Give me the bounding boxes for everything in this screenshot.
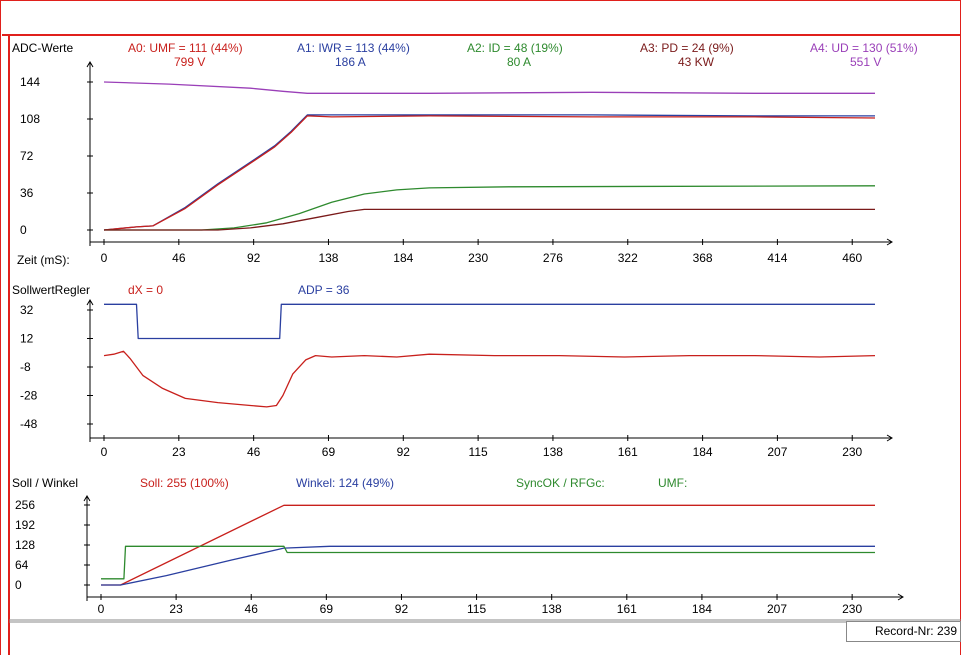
y-tick-label: 0 bbox=[20, 223, 27, 237]
legend-a3-value: 43 KW bbox=[678, 55, 715, 69]
legend-a0-value: 799 V bbox=[174, 55, 205, 69]
x-tick-label: 368 bbox=[693, 251, 713, 265]
panel-2: 0 23 46 69 92 115 138 161 184 207 230 32 12 -8 -28 -48 bbox=[20, 299, 893, 459]
y-tick-label: 128 bbox=[15, 538, 35, 552]
x-tick-label: 0 bbox=[101, 251, 108, 265]
legend-a2-label: A2: ID = 48 (19%) bbox=[467, 41, 563, 55]
x-tick-label: 230 bbox=[842, 445, 862, 459]
x-tick-label: 276 bbox=[543, 251, 563, 265]
panel2-title: SollwertRegler bbox=[12, 283, 90, 297]
x-tick-label: 230 bbox=[468, 251, 488, 265]
x-tick-label: 46 bbox=[245, 602, 259, 616]
legend-a0-label: A0: UMF = 111 (44%) bbox=[128, 41, 243, 55]
legend-a1-value: 186 A bbox=[335, 55, 366, 69]
y-tick-label: 36 bbox=[20, 186, 34, 200]
x-tick-label: 184 bbox=[393, 251, 413, 265]
y-tick-label: 0 bbox=[15, 578, 22, 592]
x-tick-label: 322 bbox=[618, 251, 638, 265]
x-tick-label: 115 bbox=[469, 445, 488, 459]
y-tick-label: 32 bbox=[20, 303, 34, 317]
series-line-2 bbox=[103, 350, 876, 408]
x-tick-label: 138 bbox=[543, 445, 563, 459]
legend-dx: dX = 0 bbox=[128, 283, 163, 297]
y-tick-label: -28 bbox=[20, 389, 38, 403]
y-tick-label: 144 bbox=[20, 75, 40, 89]
y-tick-label: -8 bbox=[20, 360, 31, 374]
legend-a2-value: 80 A bbox=[507, 55, 531, 69]
y-tick-label: 192 bbox=[15, 518, 35, 532]
x-axis-arrow bbox=[897, 593, 904, 601]
x-axis-arrow bbox=[886, 238, 893, 246]
y-tick-label: 64 bbox=[15, 558, 29, 572]
x-tick-label: 138 bbox=[318, 251, 338, 265]
x-tick-label: 161 bbox=[617, 602, 637, 616]
series-line-3 bbox=[103, 115, 876, 231]
y-tick-label: 12 bbox=[20, 332, 34, 346]
y-axis-arrow bbox=[83, 495, 91, 502]
legend-soll: Soll: 255 (100%) bbox=[140, 476, 229, 490]
panel3-title: Soll / Winkel bbox=[12, 476, 78, 490]
y-tick-label: 108 bbox=[20, 112, 40, 126]
x-tick-label: 92 bbox=[395, 602, 409, 616]
legend-umf: UMF: bbox=[658, 476, 687, 490]
y-tick-label: 256 bbox=[15, 498, 35, 512]
x-tick-label: 23 bbox=[172, 445, 186, 459]
x-tick-label: 207 bbox=[767, 445, 787, 459]
y-axis-arrow bbox=[86, 299, 94, 306]
x-tick-label: 92 bbox=[397, 445, 411, 459]
x-tick-label: 69 bbox=[320, 602, 334, 616]
x-tick-label: 23 bbox=[169, 602, 183, 616]
x-tick-label: 115 bbox=[467, 602, 486, 616]
series-line-2 bbox=[103, 114, 875, 231]
x-tick-label: 46 bbox=[172, 251, 186, 265]
x-tick-label: 0 bbox=[98, 602, 105, 616]
legend-adp: ADP = 36 bbox=[298, 283, 350, 297]
series-line-4 bbox=[104, 185, 876, 231]
legend-winkel: Winkel: 124 (49%) bbox=[296, 476, 394, 490]
x-tick-label: 184 bbox=[692, 602, 712, 616]
x-tick-label: 414 bbox=[767, 251, 787, 265]
plot-layer: 0 46 92 138 184 230 276 322 368 414 46014410872360… bbox=[15, 61, 904, 616]
series-line-1 bbox=[103, 81, 875, 94]
panel1-xlabel: Zeit (mS): bbox=[17, 253, 70, 267]
x-tick-label: 184 bbox=[693, 445, 713, 459]
record-number: Record-Nr: 239 bbox=[874, 624, 957, 638]
x-tick-label: 138 bbox=[542, 602, 562, 616]
x-tick-label: 0 bbox=[101, 445, 108, 459]
x-tick-label: 46 bbox=[247, 445, 261, 459]
panel-1: 0 46 92 138 184 230 276 322 368 414 460 144 108 72 36 0 bbox=[20, 61, 893, 265]
series-line-5 bbox=[104, 208, 875, 231]
y-tick-label: -48 bbox=[20, 417, 38, 431]
x-tick-label: 92 bbox=[247, 251, 261, 265]
series-line-1 bbox=[101, 504, 875, 586]
x-tick-label: 230 bbox=[842, 602, 862, 616]
legend-a1-label: A1: IWR = 113 (44%) bbox=[297, 41, 410, 55]
series-line-3 bbox=[101, 545, 875, 580]
series-line-2 bbox=[101, 545, 875, 586]
legend-a4-label: A4: UD = 130 (51%) bbox=[810, 41, 918, 55]
panel-3: 0 23 46 69 92 115 138 161 184 207 230 256 192 128 64 0 bbox=[15, 495, 904, 616]
series-line-1 bbox=[104, 303, 875, 340]
x-tick-label: 161 bbox=[618, 445, 638, 459]
x-axis-arrow bbox=[886, 434, 893, 442]
x-tick-label: 207 bbox=[767, 602, 787, 616]
legend-a4-value: 551 V bbox=[850, 55, 881, 69]
y-axis-arrow bbox=[86, 61, 94, 68]
legend-a3-label: A3: PD = 24 (9%) bbox=[640, 41, 734, 55]
legend-syncok: SyncOK / RFGc: bbox=[516, 476, 605, 490]
panel1-title: ADC-Werte bbox=[12, 41, 73, 55]
x-tick-label: 69 bbox=[322, 445, 336, 459]
x-tick-label: 460 bbox=[842, 251, 862, 265]
y-tick-label: 72 bbox=[20, 149, 34, 163]
